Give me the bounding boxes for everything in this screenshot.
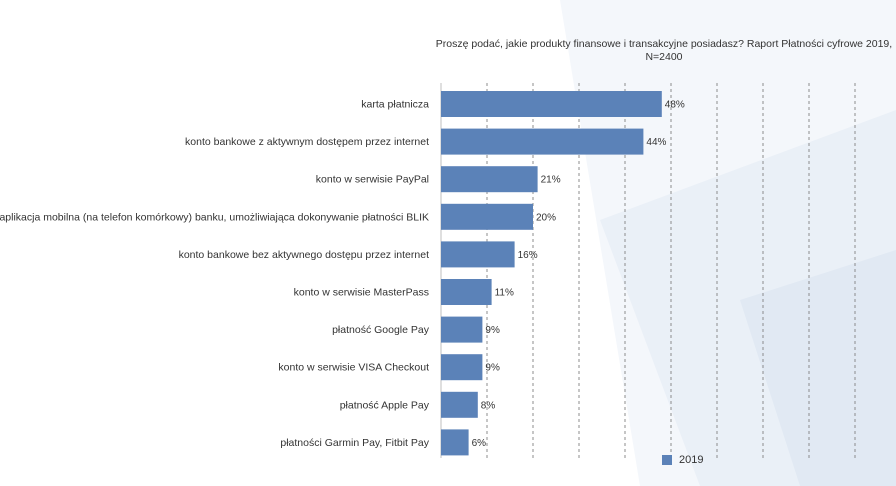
- bar: [441, 166, 538, 193]
- bar: [441, 128, 644, 155]
- category-label: konto w serwisie MasterPass: [294, 287, 429, 299]
- category-label: konto bankowe z aktywnym dostępem przez …: [185, 136, 429, 148]
- category-label: konto bankowe bez aktywnego dostępu prze…: [179, 249, 429, 261]
- chart-legend: 2019: [662, 454, 703, 466]
- data-label: 44%: [646, 137, 666, 148]
- category-label: płatność Google Pay: [332, 324, 430, 336]
- category-label: płatność Apple Pay: [340, 399, 430, 411]
- data-label: 20%: [536, 212, 556, 223]
- bar: [441, 203, 533, 230]
- legend-label-2019: 2019: [679, 454, 704, 466]
- bar: [441, 391, 478, 418]
- data-label: 48%: [665, 100, 685, 111]
- bar: [441, 279, 492, 305]
- bar: [441, 354, 483, 381]
- category-label: aplikacja mobilna (na telefon komórkowy)…: [0, 211, 429, 223]
- bar: [441, 241, 515, 268]
- chart-title: Proszę podać, jakie produkty finansowe i…: [435, 38, 893, 63]
- data-label: 9%: [485, 325, 500, 336]
- data-label: 11%: [495, 288, 514, 299]
- data-label: 16%: [518, 250, 538, 261]
- legend-swatch-2019: [662, 455, 672, 465]
- data-label: 9%: [485, 363, 500, 374]
- category-label: płatności Garmin Pay, Fitbit Pay: [280, 437, 429, 449]
- data-label: 21%: [541, 175, 561, 186]
- data-label: 6%: [472, 438, 487, 449]
- bar: [441, 316, 483, 343]
- bar: [441, 91, 662, 117]
- category-label: konto w serwisie VISA Checkout: [278, 362, 429, 374]
- category-label: karta płatnicza: [361, 99, 429, 111]
- data-label: 8%: [481, 400, 496, 411]
- bar: [441, 429, 469, 456]
- category-label: konto w serwisie PayPal: [316, 174, 429, 186]
